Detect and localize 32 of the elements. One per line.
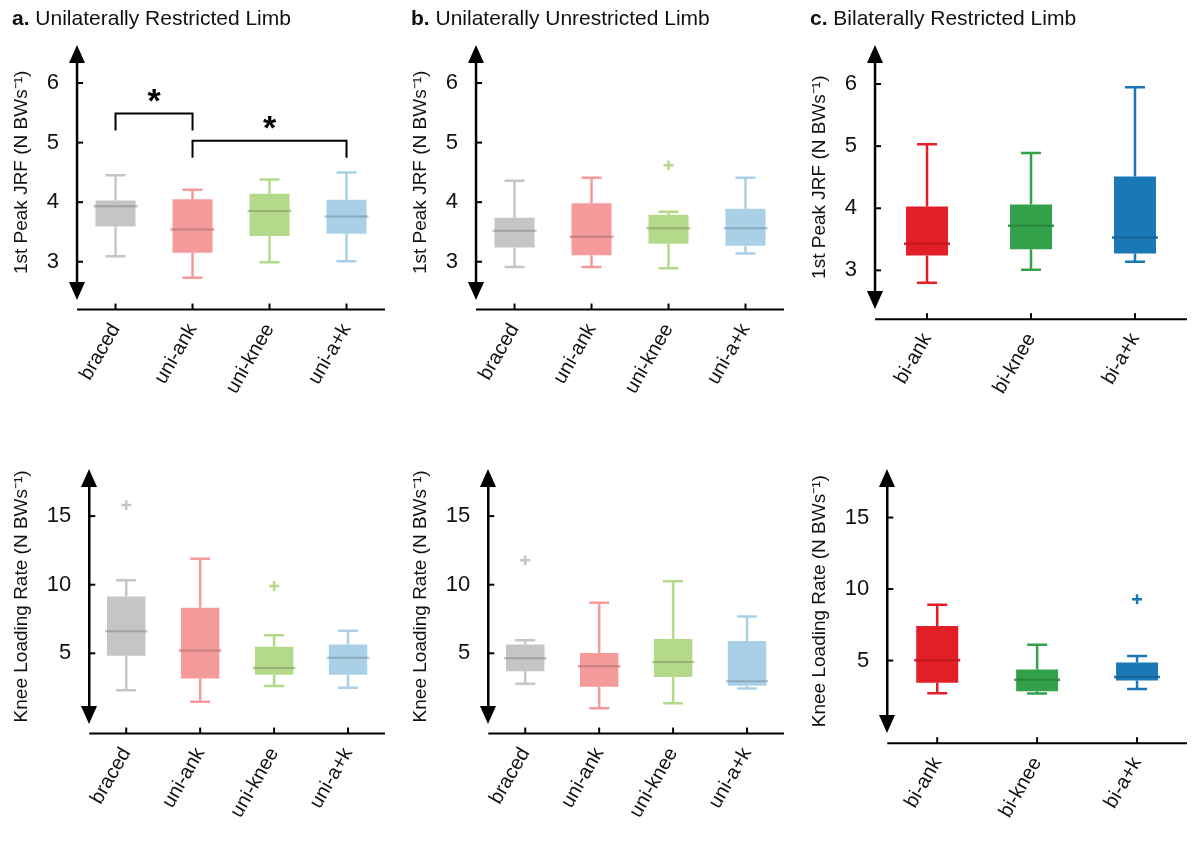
y-tick-label: 6 (46, 69, 60, 95)
annotation: * (147, 80, 162, 119)
y-tick-label: 6 (445, 69, 459, 95)
y-tick-label: 4 (445, 188, 459, 214)
y-tick-label: 5 (59, 639, 72, 665)
y-tick-label: 10 (46, 570, 72, 596)
y-tick-label: 5 (445, 128, 459, 154)
y-tick-label: 5 (46, 128, 60, 154)
y-axis-title: Knee Loading Rate (N BWs⁻¹) (408, 470, 430, 723)
y-tick-label: 10 (844, 575, 870, 601)
y-tick-label: 15 (844, 503, 870, 529)
y-tick-label: 4 (844, 194, 858, 220)
y-axis-title: 1st Peak JRF (N BWs⁻¹) (408, 70, 430, 275)
annotation: * (262, 107, 277, 146)
y-tick-label: 5 (844, 132, 858, 158)
chart-title: b. Unilaterally Unrestricted Limb (410, 5, 711, 31)
y-tick-label: 6 (844, 70, 858, 96)
y-tick-label: 3 (46, 247, 60, 273)
y-tick-label: 3 (445, 247, 459, 273)
y-tick-label: 3 (844, 256, 858, 282)
chart-title: c. Bilaterally Restricted Limb (809, 5, 1078, 31)
y-axis-title: 1st Peak JRF (N BWs⁻¹) (9, 70, 31, 275)
y-axis-title: Knee Loading Rate (N BWs⁻¹) (9, 470, 31, 723)
y-tick-label: 5 (857, 646, 870, 672)
y-tick-label: 10 (445, 570, 471, 596)
y-tick-label: 5 (458, 639, 471, 665)
y-tick-label: 15 (445, 502, 471, 528)
y-axis-title: Knee Loading Rate (N BWs⁻¹) (807, 475, 829, 728)
y-tick-label: 15 (46, 502, 72, 528)
y-tick-label: 4 (46, 188, 60, 214)
y-axis-title: 1st Peak JRF (N BWs⁻¹) (807, 75, 829, 279)
chart-title: a. Unilaterally Restricted Limb (11, 5, 292, 31)
